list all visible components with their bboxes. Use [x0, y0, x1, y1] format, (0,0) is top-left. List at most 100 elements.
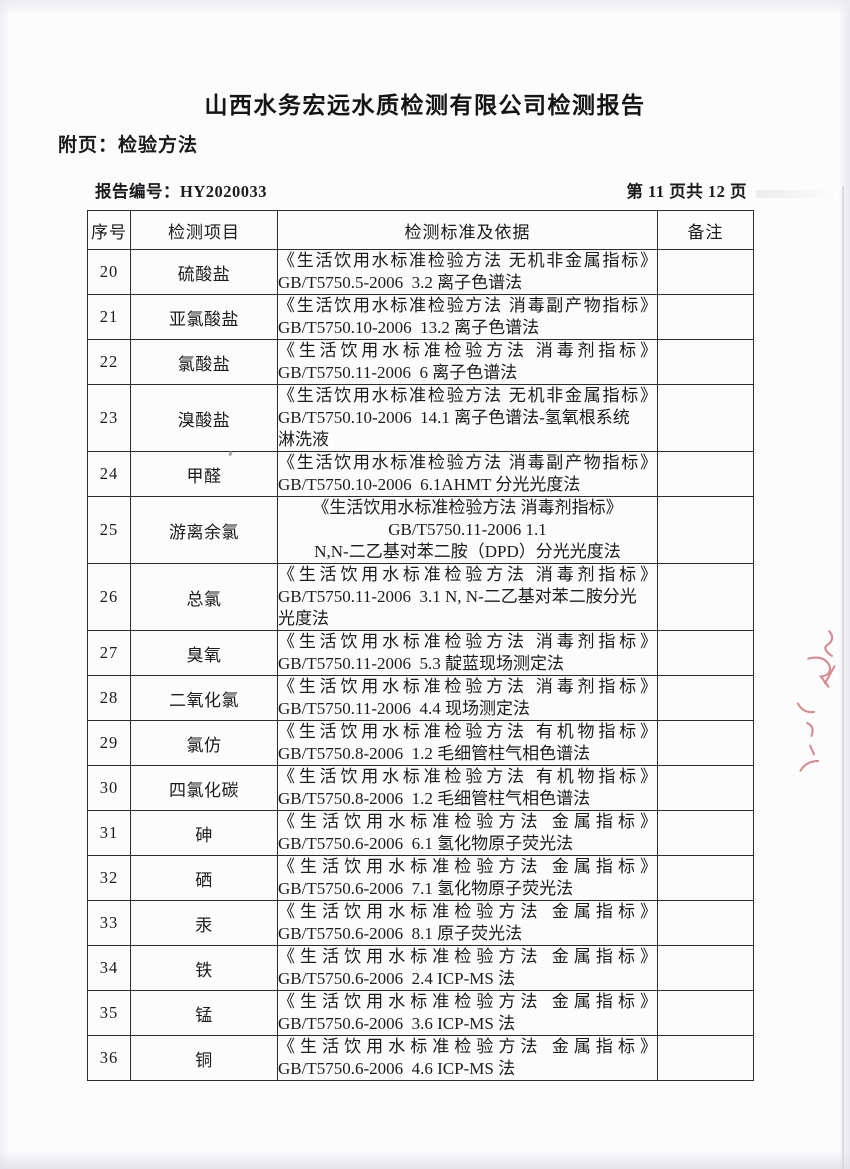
note-cell — [657, 451, 754, 497]
standard-line: GB/T5750.6-2006 8.1 原子荧光法 — [278, 924, 523, 943]
row-number: 21 — [87, 294, 131, 340]
test-item: 二氧化氯 — [130, 675, 278, 721]
row-number: 23 — [87, 384, 131, 452]
standard-cell: 《生活饮用水标准检验方法 金属指标》 GB/T5750.6-2006 8.1 原子… — [277, 900, 658, 946]
standard-cell: 《生活饮用水标准检验方法 消毒副产物指标》 GB/T5750.10-2006 6.… — [277, 451, 658, 497]
scan-smudge — [756, 190, 836, 198]
row-number: 26 — [87, 563, 131, 631]
standard-line: GB/T5750.8-2006 1.2 毛细管柱气相色谱法 — [278, 789, 591, 808]
test-item: 铁 — [130, 945, 278, 991]
table-row: 28 二氧化氯 《生活饮用水标准检验方法 消毒剂指标》 GB/T5750.11-200… — [87, 675, 754, 721]
standard-line: GB/T5750.6-2006 7.1 氢化物原子荧光法 — [278, 879, 574, 898]
row-number: 32 — [87, 855, 131, 901]
table-row: 25 游离余氯 《生活饮用水标准检验方法 消毒剂指标》 GB/T5750.11-200… — [87, 496, 754, 564]
standard-line: GB/T5750.11-2006 3.1 N, N-二乙基对苯二胺分光 — [278, 587, 637, 606]
row-number: 35 — [87, 990, 131, 1036]
standard-line: GB/T5750.10-2006 14.1 离子色谱法-氢氧根系统 — [278, 408, 630, 427]
test-item: 甲醛 — [130, 451, 278, 497]
standard-line: 《生活饮用水标准检验方法 金属指标》 — [278, 812, 657, 831]
test-item: 氯仿 — [130, 720, 278, 766]
standard-cell: 《生活饮用水标准检验方法 消毒副产物指标》 GB/T5750.10-2006 13… — [277, 294, 658, 340]
row-number: 27 — [87, 630, 131, 676]
standard-line: 《生活饮用水标准检验方法 金属指标》 — [278, 992, 657, 1011]
standard-line: 《生活饮用水标准检验方法 金属指标》 — [278, 902, 657, 921]
standard-line: GB/T5750.10-2006 13.2 离子色谱法 — [278, 318, 540, 337]
standard-cell: 《生活饮用水标准检验方法 无机非金属指标》 GB/T5750.10-2006 14… — [277, 384, 658, 452]
row-number: 30 — [87, 765, 131, 811]
note-cell — [657, 675, 754, 721]
standard-cell: 《生活饮用水标准检验方法 金属指标》 GB/T5750.6-2006 3.6 IC… — [277, 990, 658, 1036]
col-header-no: 序号 — [87, 210, 131, 250]
note-cell — [657, 720, 754, 766]
table-row: 20 硫酸盐 《生活饮用水标准检验方法 无机非金属指标》 GB/T5750.5-200… — [87, 249, 754, 295]
standard-line: 《生活饮用水标准检验方法 消毒副产物指标》 — [278, 296, 657, 315]
row-number: 29 — [87, 720, 131, 766]
col-header-note: 备注 — [657, 210, 754, 250]
paper-edge-shadow — [842, 186, 844, 1169]
note-cell — [657, 339, 754, 385]
table-row: 31 砷《生活饮用水标准检验方法 金属指标》 GB/T5750.6-2006 6.1… — [87, 810, 754, 856]
test-item: 砷 — [130, 810, 278, 856]
test-item: 总氯 — [130, 563, 278, 631]
standard-line: 《生活饮用水标准检验方法 金属指标》 — [278, 857, 657, 876]
standard-line: 《生活饮用水标准检验方法 消毒副产物指标》 — [278, 453, 657, 472]
report-number: 报告编号：HY2020033 — [95, 178, 267, 202]
standard-line: 《生活饮用水标准检验方法 无机非金属指标》 — [278, 251, 657, 270]
standard-line: 《生活饮用水标准检验方法 消毒剂指标》 — [278, 632, 657, 651]
table-row: 22 氯酸盐 《生活饮用水标准检验方法 消毒剂指标》 GB/T5750.11-2006… — [87, 339, 754, 385]
table-row: 32 硒《生活饮用水标准检验方法 金属指标》 GB/T5750.6-2006 7.1… — [87, 855, 754, 901]
table-row: 24 甲醛 《生活饮用水标准检验方法 消毒副产物指标》 GB/T5750.10-200… — [87, 451, 754, 497]
row-number: 24 — [87, 451, 131, 497]
standard-line: 《生活饮用水标准检验方法 消毒剂指标》 — [278, 341, 657, 360]
standard-line: 《生活饮用水标准检验方法 金属指标》 — [278, 1037, 657, 1056]
standard-line: GB/T5750.6-2006 2.4 ICP-MS 法 — [278, 969, 516, 988]
row-number: 20 — [87, 249, 131, 295]
standard-line: GB/T5750.10-2006 6.1AHMT 分光光度法 — [278, 475, 581, 494]
note-cell — [657, 294, 754, 340]
report-number-label: 报告编号： — [95, 182, 180, 201]
col-header-item: 检测项目 — [130, 210, 278, 250]
note-cell — [657, 1035, 754, 1081]
table-row: 36 铜《生活饮用水标准检验方法 金属指标》 GB/T5750.6-2006 4.6… — [87, 1035, 754, 1081]
row-number: 34 — [87, 945, 131, 991]
standard-cell: 《生活饮用水标准检验方法 消毒剂指标》 GB/T5750.11-2006 3.1 … — [277, 563, 658, 631]
methods-table: 序号 检测项目 检测标准及依据 备注 20 硫酸盐 《生活饮用水标准检验方法 无机非… — [87, 210, 754, 1081]
test-item: 臭氧 — [130, 630, 278, 676]
test-item: 氯酸盐 — [130, 339, 278, 385]
standard-line: 《生活饮用水标准检验方法 金属指标》 — [278, 947, 657, 966]
test-item: 四氯化碳 — [130, 765, 278, 811]
note-cell — [657, 384, 754, 452]
test-item: 溴酸盐 — [130, 384, 278, 452]
standard-line: N,N-二乙基对苯二胺（DPD）分光光度法 — [314, 542, 621, 561]
row-number: 33 — [87, 900, 131, 946]
standard-cell: 《生活饮用水标准检验方法 金属指标》 GB/T5750.6-2006 6.1 氢化… — [277, 810, 658, 856]
standard-cell: 《生活饮用水标准检验方法 消毒剂指标》 GB/T5750.11-2006 5.3 … — [277, 630, 658, 676]
note-cell — [657, 810, 754, 856]
standard-cell: 《生活饮用水标准检验方法 金属指标》 GB/T5750.6-2006 4.6 IC… — [277, 1035, 658, 1081]
row-number: 22 — [87, 339, 131, 385]
note-cell — [657, 945, 754, 991]
standard-cell: 《生活饮用水标准检验方法 金属指标》 GB/T5750.6-2006 2.4 IC… — [277, 945, 658, 991]
row-number: 28 — [87, 675, 131, 721]
table-row: 26 总氯 《生活饮用水标准检验方法 消毒剂指标》 GB/T5750.11-2006 … — [87, 563, 754, 631]
test-item: 锰 — [130, 990, 278, 1036]
report-number-value: HY2020033 — [180, 182, 267, 201]
table-row: 34 铁《生活饮用水标准检验方法 金属指标》 GB/T5750.6-2006 2.4… — [87, 945, 754, 991]
standard-cell: 《生活饮用水标准检验方法 无机非金属指标》 GB/T5750.5-2006 3.2… — [277, 249, 658, 295]
table-row: 35 锰《生活饮用水标准检验方法 金属指标》 GB/T5750.6-2006 3.6… — [87, 990, 754, 1036]
standard-line: GB/T5750.11-2006 5.3 靛蓝现场测定法 — [278, 654, 565, 673]
note-cell — [657, 249, 754, 295]
note-cell — [657, 855, 754, 901]
note-cell — [657, 630, 754, 676]
report-meta-row: 报告编号：HY2020033 第 11 页共 12 页 — [95, 178, 747, 202]
table-row: 21 亚氯酸盐 《生活饮用水标准检验方法 消毒副产物指标》 GB/T5750.10-2… — [87, 294, 754, 340]
standard-line: GB/T5750.6-2006 4.6 ICP-MS 法 — [278, 1059, 516, 1078]
test-item: 铜 — [130, 1035, 278, 1081]
standard-line: GB/T5750.11-2006 4.4 现场测定法 — [278, 699, 531, 718]
row-number: 31 — [87, 810, 131, 856]
red-seal-fragment — [796, 630, 836, 772]
standard-line: 光度法 — [278, 609, 329, 628]
standard-cell: 《生活饮用水标准检验方法 消毒剂指标》 GB/T5750.11-2006 1.1 N… — [277, 496, 658, 564]
test-item: 硫酸盐 — [130, 249, 278, 295]
